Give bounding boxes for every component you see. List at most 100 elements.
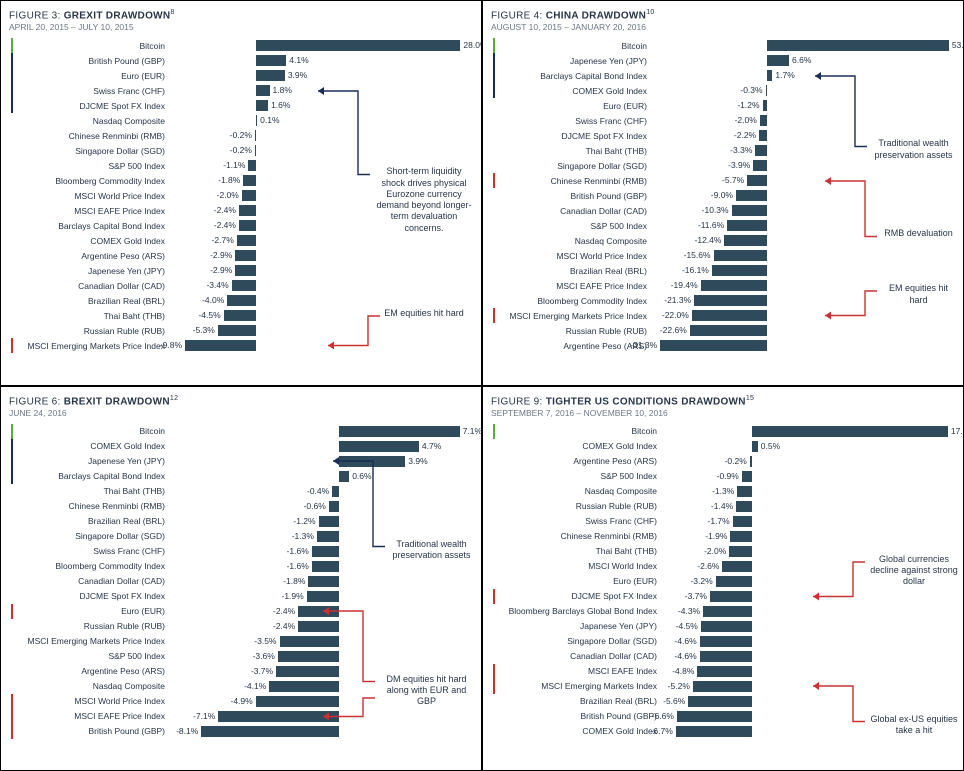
bar-value: 1.7% (775, 70, 794, 80)
bar (712, 265, 767, 276)
bar (332, 486, 339, 497)
bar-value: -4.5% (198, 310, 220, 320)
bar-track: -1.2% (651, 98, 957, 113)
bar (255, 145, 256, 156)
bar (703, 606, 752, 617)
bar-label: Canadian Dollar (CAD) (9, 281, 169, 291)
bar-track: -0.2% (661, 454, 957, 469)
bar-value: -0.2% (230, 130, 252, 140)
bar-row: Barclays Capital Bond Index 1.7% (491, 68, 957, 83)
bar-track: -4.6% (661, 634, 957, 649)
bar-label: MSCI World Index (491, 561, 661, 571)
bar (339, 471, 349, 482)
bar-value: -19.4% (671, 280, 698, 290)
bar-label: MSCI EAFE Price Index (9, 711, 169, 721)
bar (243, 175, 256, 186)
bar-value: 0.5% (761, 441, 780, 451)
bar-label: S&P 500 Index (491, 471, 661, 481)
bar-value: -0.2% (725, 456, 747, 466)
bar-value: -1.3% (292, 531, 314, 541)
bar (256, 100, 268, 111)
bar-value: -4.3% (678, 606, 700, 616)
annotation: Traditional wealth preservation assets (389, 539, 474, 562)
bar (694, 295, 766, 306)
bar-row: Chinese Renminbi (RMB)-1.9% (491, 529, 957, 544)
bar-value: -3.7% (251, 666, 273, 676)
bar-label: Brazilian Real (BRL) (9, 296, 169, 306)
bar (319, 516, 339, 527)
bar-row: S&P 500 Index-3.6% (9, 649, 475, 664)
chart: Bitcoin28.0%British Pound (GBP)4.1%Euro … (9, 38, 475, 353)
bar (235, 250, 256, 261)
bar-row: Argentine Peso (ARS)-31.3% (491, 338, 957, 353)
bar-label: Barclays Capital Bond Index (491, 71, 651, 81)
bar-track: -3.4% (169, 278, 475, 293)
bar-label: COMEX Gold Index (491, 86, 651, 96)
bar (724, 235, 766, 246)
bar-value: -2.2% (734, 130, 756, 140)
bar (339, 441, 419, 452)
bar-label: Bloomberg Barclays Global Bond Index (491, 606, 661, 616)
bar-label: MSCI Emerging Markets Price Index (9, 636, 169, 646)
bar (329, 501, 339, 512)
bar-row: Euro (EUR)3.9% (9, 68, 475, 83)
bar-label: British Pound (GBP) (9, 726, 169, 736)
bar-label: COMEX Gold Index (491, 726, 661, 736)
bar-track: -0.2% (169, 128, 475, 143)
bar-track: -2.4% (169, 619, 475, 634)
bar-value: -3.5% (254, 636, 276, 646)
bar (701, 280, 767, 291)
bar-row: Japenese Yen (JPY)-2.9% (9, 263, 475, 278)
bar-label: MSCI Emerging Markets Price Index (491, 311, 651, 321)
bar-value: -12.4% (695, 235, 722, 245)
bar-label: Euro (EUR) (9, 71, 169, 81)
bar-value: -3.6% (253, 651, 275, 661)
bar (312, 546, 339, 557)
bar-row: Canadian Dollar (CAD)-4.6% (491, 649, 957, 664)
bar-track: -8.1% (169, 724, 475, 739)
bar-value: 7.1% (463, 426, 482, 436)
figure-title: FIGURE 6: BREXIT DRAWDOWN12 (9, 395, 475, 407)
bar-track: -3.7% (661, 589, 957, 604)
bar-value: -0.3% (740, 85, 762, 95)
bar-label: Canadian Dollar (CAD) (491, 206, 651, 216)
chart: Bitcoin17.2%COMEX Gold Index0.5%Argentin… (491, 424, 957, 739)
bar-track: 7.1% (169, 424, 475, 439)
bar-track: -1.8% (169, 574, 475, 589)
bar-track: -1.7% (661, 514, 957, 529)
bar-row: British Pound (GBP)-9.0% (491, 188, 957, 203)
bar-value: -2.4% (273, 606, 295, 616)
bar-label: Nasdaq Composite (9, 681, 169, 691)
bar (201, 726, 339, 737)
bar-track: -1.2% (169, 514, 475, 529)
bar (753, 160, 766, 171)
bar-track: -9.0% (651, 188, 957, 203)
annotation: Short-term liquidity shock drives physic… (374, 166, 474, 234)
bar-value: -0.9% (717, 471, 739, 481)
bar-value: 1.8% (273, 85, 292, 95)
bar-row: Bitcoin7.1% (9, 424, 475, 439)
bar-label: Chinese Renminbi (RMB) (9, 501, 169, 511)
bar (239, 205, 256, 216)
bar-track: -3.5% (169, 634, 475, 649)
bar-label: Singapore Dollar (SGD) (491, 161, 651, 171)
bar-label: Nasdaq Composite (491, 486, 661, 496)
bar-track: -5.2% (661, 679, 957, 694)
bar-label: Russian Ruble (RUB) (491, 326, 651, 336)
bar-row: S&P 500 Index -0.9% (491, 469, 957, 484)
bar (690, 325, 767, 336)
bar-track: -2.4% (169, 604, 475, 619)
bar-value: -1.2% (737, 100, 759, 110)
bar-label: Russian Ruble (RUB) (9, 326, 169, 336)
bar-label: Thai Baht (THB) (9, 311, 169, 321)
bar-label: Argentine Peso (ARS) (491, 456, 661, 466)
bar-value: -2.4% (273, 621, 295, 631)
bar-row: Nasdaq Composite0.1% (9, 113, 475, 128)
bar (218, 325, 257, 336)
bar-track: 3.9% (169, 454, 475, 469)
bar-row: Swiss Franc (CHF)-1.7% (491, 514, 957, 529)
panel-fig4: FIGURE 4: CHINA DRAWDOWN10AUGUST 10, 201… (482, 0, 964, 386)
bar (700, 651, 752, 662)
bar-value: -0.2% (230, 145, 252, 155)
bar-value: 0.1% (260, 115, 279, 125)
